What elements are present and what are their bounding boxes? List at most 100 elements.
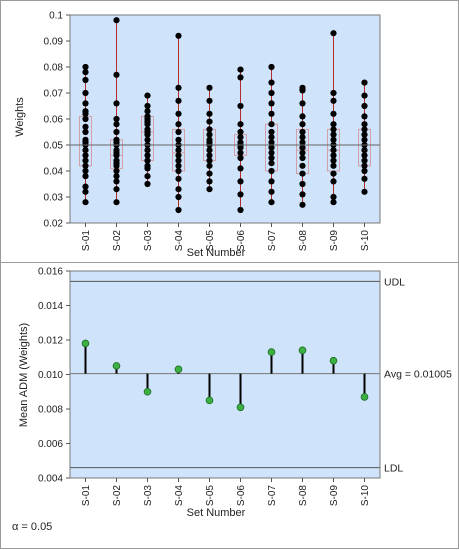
- data-point: [175, 152, 182, 159]
- data-point: [175, 162, 182, 169]
- weights-y-tick-label: 0.09: [44, 37, 64, 48]
- data-point: [299, 113, 306, 120]
- data-point: [361, 167, 368, 175]
- data-point: [361, 175, 368, 182]
- data-point: [82, 100, 89, 107]
- data-point: [82, 108, 89, 115]
- data-point: [268, 79, 275, 86]
- data-point: [299, 100, 306, 107]
- adm-x-tick-label: S-08: [298, 485, 309, 507]
- data-point: [361, 92, 368, 99]
- adm-chart: 0.004 0.006 0.008 0.010 0.012 0.014 0.016 S-01 S…: [18, 267, 452, 520]
- data-point: [268, 128, 275, 136]
- weights-x-tick-label: S-05: [205, 230, 216, 252]
- data-point: [206, 162, 213, 169]
- data-point: [144, 152, 151, 159]
- data-point: [268, 134, 275, 141]
- adm-x-tick-label: S-06: [236, 485, 247, 507]
- data-point: [144, 180, 151, 188]
- weights-chart: 0.02 0.03 0.04 0.05 0.06 0.07 0.08 0.09 0.1 S-01 S…: [14, 11, 381, 259]
- weights-x-tick-label: S-01: [81, 230, 92, 252]
- adm-mean-S-03: [143, 373, 152, 396]
- adm-x-tick-label: S-09: [329, 485, 340, 507]
- data-point: [330, 30, 337, 37]
- adm-mean-S-01: [81, 339, 90, 374]
- data-point: [175, 186, 182, 193]
- data-point: [237, 74, 244, 81]
- data-point: [206, 97, 213, 104]
- adm-mean-S-04: [174, 365, 183, 374]
- data-point: [144, 157, 151, 164]
- data-point: [268, 149, 275, 156]
- data-point: [144, 162, 151, 169]
- adm-mean-S-05: [205, 373, 214, 405]
- weights-x-tick-label: S-04: [174, 230, 185, 252]
- adm-x-tick-label: S-02: [112, 485, 123, 507]
- data-point: [268, 100, 275, 107]
- data-point: [144, 113, 151, 120]
- weights-group-S-03: [141, 92, 154, 188]
- data-point: [361, 162, 368, 169]
- data-point: [175, 175, 182, 182]
- data-point: [82, 183, 89, 190]
- adm-mean-S-08: [298, 346, 307, 374]
- data-point: [299, 128, 306, 136]
- data-point: [330, 121, 337, 128]
- data-point: [330, 126, 337, 133]
- data-point: [299, 149, 306, 156]
- data-point: [82, 188, 89, 195]
- data-point: [268, 154, 275, 162]
- data-point: [113, 115, 120, 123]
- data-point: [113, 100, 120, 107]
- data-point: [206, 147, 213, 154]
- data-point: [268, 139, 275, 146]
- data-point: [299, 191, 306, 198]
- data-point: [82, 199, 89, 206]
- data-point: [82, 162, 89, 169]
- data-point: [82, 89, 89, 97]
- data-point: [268, 63, 275, 71]
- data-point: [330, 162, 337, 169]
- weights-group-S-01: [79, 63, 92, 206]
- weights-y-tick-label: 0.04: [44, 167, 64, 178]
- data-point: [175, 32, 182, 39]
- data-point: [268, 89, 275, 97]
- data-point: [144, 92, 151, 99]
- data-point: [237, 102, 244, 110]
- data-point: [268, 160, 275, 167]
- data-point: [361, 126, 368, 133]
- data-point: [175, 110, 182, 117]
- data-point: [299, 84, 306, 91]
- data-point: [113, 121, 120, 128]
- data-point: [299, 201, 306, 208]
- adm-plot-area: [70, 271, 380, 478]
- data-point: [206, 118, 213, 125]
- weights-group-S-04: [172, 32, 185, 214]
- data-point: [144, 147, 151, 154]
- data-point: [82, 69, 89, 76]
- data-point: [330, 147, 337, 154]
- adm-x-tick-label: S-10: [360, 485, 371, 507]
- data-point: [361, 113, 368, 120]
- data-point: [175, 167, 182, 175]
- data-point: [237, 134, 244, 141]
- data-point: [82, 152, 89, 159]
- data-point: [361, 188, 368, 195]
- data-point: [113, 178, 120, 185]
- weights-x-tick-label: S-09: [329, 230, 340, 252]
- ldl-label: LDL: [384, 463, 403, 475]
- data-point: [175, 97, 182, 104]
- adm-y-axis-title: Mean ADM (Weights): [18, 323, 30, 427]
- data-point: [299, 121, 306, 128]
- weights-y-tick-label: 0.07: [44, 89, 64, 100]
- data-point: [82, 115, 89, 123]
- data-point: [113, 199, 120, 206]
- data-point: [113, 186, 120, 193]
- data-point: [82, 136, 89, 143]
- data-point: [175, 147, 182, 154]
- adm-x-tick-label: S-07: [267, 485, 278, 507]
- weights-x-tick-label: S-02: [112, 230, 123, 252]
- data-point: [113, 167, 120, 175]
- data-point: [237, 121, 244, 128]
- data-point: [144, 102, 151, 110]
